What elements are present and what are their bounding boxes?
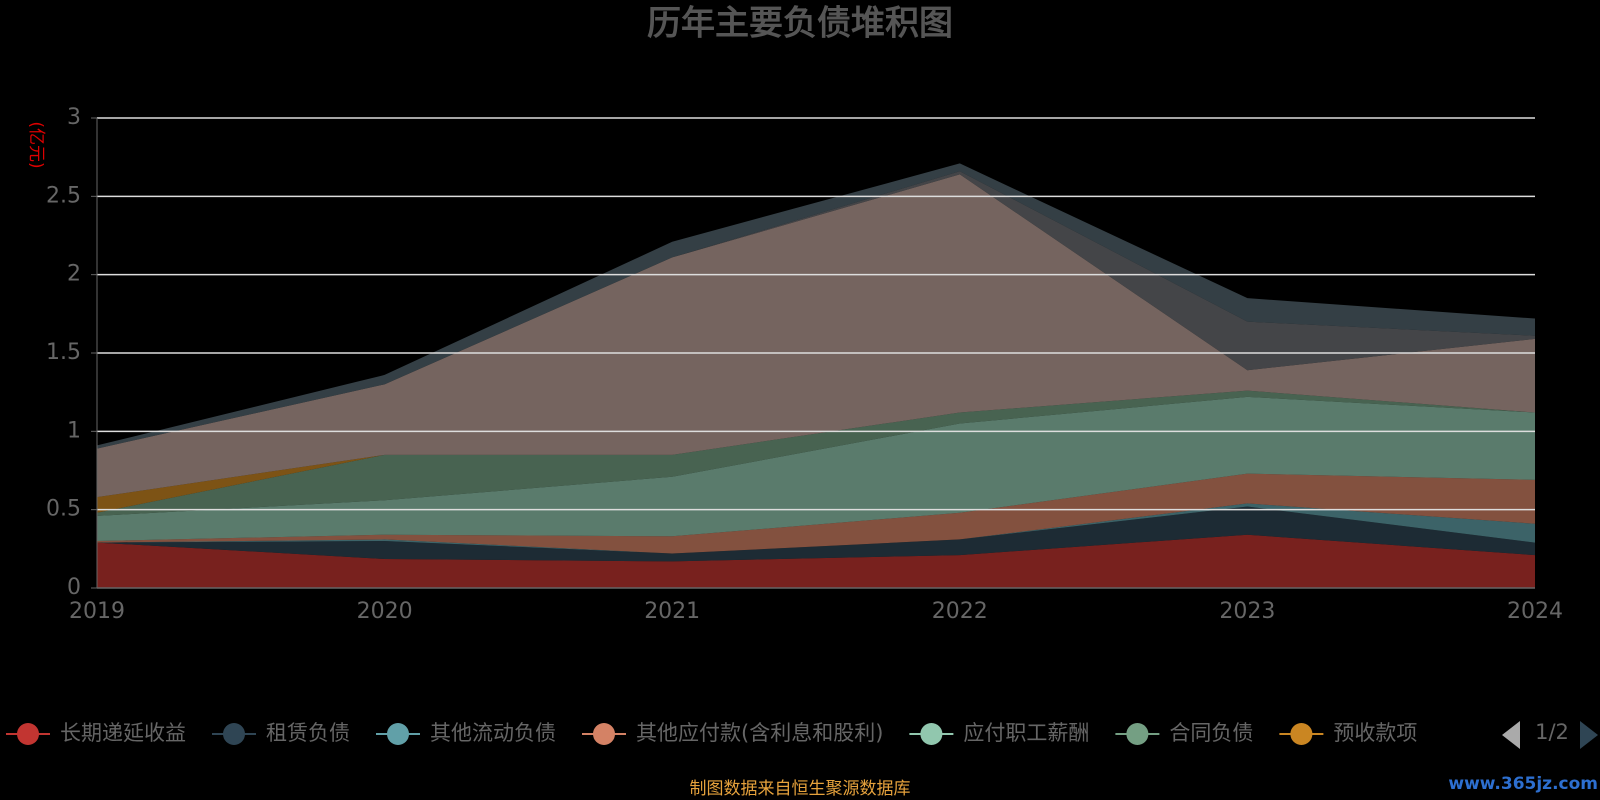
y-tick-label: 0 [67,575,81,600]
legend-marker [1126,723,1149,745]
watermark: www.365jz.com [1448,774,1598,794]
legend-marker [17,723,39,745]
legend-marker [593,723,615,745]
x-tick-label: 2022 [932,599,988,624]
area [97,534,1535,588]
legend-label[interactable]: 合同负债 [1169,721,1253,745]
chart-title: 历年主要负债堆积图 [647,4,953,44]
y-unit: (亿元) [26,121,46,168]
area [97,506,1535,562]
area [97,473,1535,554]
y-tick-label: 0.5 [46,497,81,522]
x-tick-label: 2020 [357,599,413,624]
area [97,163,1535,449]
areas [97,163,1535,588]
area [97,174,1535,498]
legend-label[interactable]: 租赁负债 [266,721,350,745]
area [97,390,1535,516]
legend-label[interactable]: 其他流动负债 [430,721,556,745]
legend-label[interactable]: 其他应付款(含利息和股利) [636,721,883,745]
legend-prev[interactable] [1502,721,1520,749]
legend-label[interactable]: 长期递延收益 [60,721,186,745]
x-tick-label: 2019 [69,599,125,624]
legend-marker [920,723,943,745]
legend-label[interactable]: 预收款项 [1333,721,1417,745]
legend-marker [223,723,245,745]
y-tick-label: 3 [67,105,81,130]
x-tick-label: 2024 [1507,599,1563,624]
legend-next[interactable] [1580,721,1598,749]
x-tick-label: 2021 [644,599,700,624]
y-tick-label: 1 [67,418,81,443]
legend-page: 1/2 [1535,720,1569,744]
area [97,396,1535,541]
legend-marker [1290,723,1313,745]
x-tick-label: 2023 [1219,599,1275,624]
legend-label[interactable]: 应付职工薪酬 [963,721,1089,745]
legend-marker [387,723,409,745]
y-tick-label: 2 [67,262,81,287]
source-note: 制图数据来自恒生聚源数据库 [690,779,911,799]
y-tick-label: 2.5 [46,183,81,208]
y-tick-label: 1.5 [46,340,81,365]
